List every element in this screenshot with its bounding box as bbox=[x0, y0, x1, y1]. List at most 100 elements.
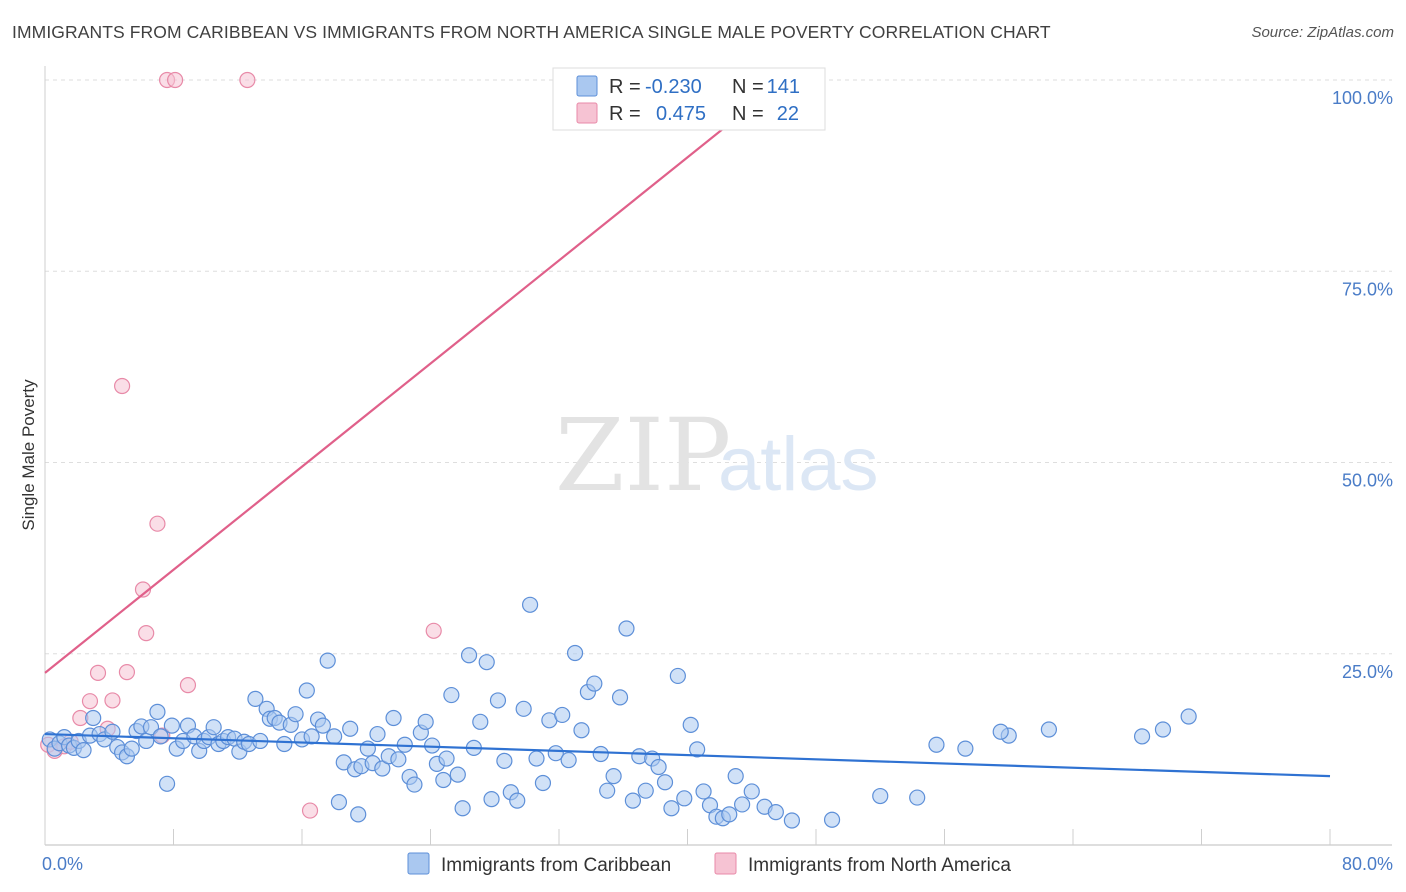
stats-r-label-caribbean: R = bbox=[609, 76, 641, 98]
point-caribbean-22 bbox=[152, 728, 169, 745]
point-caribbean-84 bbox=[478, 654, 495, 671]
point-caribbean-118 bbox=[695, 783, 712, 800]
axes bbox=[44, 66, 1392, 846]
point-caribbean-135 bbox=[1040, 721, 1058, 738]
point-north-america-8 bbox=[104, 692, 121, 709]
point-caribbean-122 bbox=[721, 806, 738, 823]
point-north-america-20 bbox=[239, 71, 256, 89]
point-caribbean-132 bbox=[928, 736, 945, 753]
points-caribbean bbox=[41, 596, 1197, 829]
x-tick-label-80: 80.0% bbox=[1342, 854, 1393, 874]
point-north-america-15 bbox=[179, 677, 197, 694]
stats-n-value-caribbean: 141 bbox=[767, 76, 800, 98]
point-caribbean-86 bbox=[489, 692, 507, 709]
stats-swatch-north-america bbox=[576, 102, 598, 124]
y-tick-label-25: 25.0% bbox=[1342, 662, 1393, 682]
point-north-america-16 bbox=[301, 802, 319, 819]
legend-swatch-caribbean bbox=[407, 852, 430, 875]
point-caribbean-9 bbox=[85, 709, 102, 727]
legend: Immigrants from Caribbean Immigrants fro… bbox=[407, 852, 1011, 876]
point-caribbean-115 bbox=[676, 790, 693, 807]
watermark: ZIP atlas bbox=[555, 397, 879, 514]
trendline-north-america bbox=[44, 79, 785, 674]
point-caribbean-131 bbox=[909, 789, 926, 806]
stats-r-label-north-america: R = bbox=[609, 103, 641, 125]
point-north-america-9 bbox=[113, 377, 131, 395]
point-caribbean-19 bbox=[138, 732, 155, 750]
y-tick-label-50: 50.0% bbox=[1342, 471, 1393, 491]
point-caribbean-107 bbox=[624, 792, 641, 809]
point-caribbean-104 bbox=[605, 768, 622, 785]
point-caribbean-60 bbox=[350, 806, 367, 823]
chart-source: Source: ZipAtlas.com bbox=[1251, 24, 1394, 41]
y-axis-title: Single Male Poverty bbox=[19, 379, 38, 531]
stats-r-value-north-america: 0.475 bbox=[656, 103, 706, 125]
point-caribbean-109 bbox=[637, 782, 654, 799]
tick-labels: 25.0% 50.0% 75.0% 100.0% 0.0% 80.0% bbox=[42, 88, 1393, 874]
point-caribbean-124 bbox=[734, 796, 751, 813]
point-caribbean-114 bbox=[669, 667, 686, 685]
point-north-america-6 bbox=[89, 664, 107, 681]
point-caribbean-111 bbox=[650, 758, 667, 776]
point-caribbean-56 bbox=[330, 794, 348, 811]
point-caribbean-137 bbox=[1154, 721, 1172, 738]
point-caribbean-89 bbox=[509, 792, 526, 809]
point-caribbean-98 bbox=[566, 644, 584, 662]
point-north-america-17 bbox=[425, 622, 442, 639]
stats-box: R = -0.230 N = 141 R = 0.475 N = 22 bbox=[552, 67, 826, 131]
stats-r-value-caribbean: -0.230 bbox=[645, 76, 702, 98]
x-tick-label-0: 0.0% bbox=[42, 854, 83, 874]
point-north-america-12 bbox=[138, 624, 155, 642]
point-caribbean-79 bbox=[449, 766, 466, 783]
point-caribbean-91 bbox=[521, 596, 539, 613]
point-caribbean-138 bbox=[1180, 708, 1197, 725]
point-caribbean-130 bbox=[872, 787, 889, 805]
point-caribbean-139 bbox=[992, 723, 1009, 740]
point-caribbean-73 bbox=[417, 713, 434, 730]
point-caribbean-116 bbox=[682, 716, 699, 733]
chart-title: IMMIGRANTS FROM CARIBBEAN VS IMMIGRANTS … bbox=[12, 22, 1051, 42]
point-caribbean-67 bbox=[385, 709, 402, 727]
point-caribbean-78 bbox=[443, 686, 460, 704]
stats-n-label-north-america: N = bbox=[732, 103, 764, 125]
point-caribbean-54 bbox=[319, 652, 336, 669]
point-caribbean-24 bbox=[163, 717, 180, 734]
point-caribbean-92 bbox=[528, 750, 545, 767]
point-caribbean-32 bbox=[205, 719, 222, 736]
watermark-zip: ZIP bbox=[555, 397, 731, 514]
point-caribbean-123 bbox=[727, 768, 744, 785]
point-caribbean-93 bbox=[534, 774, 552, 792]
point-caribbean-76 bbox=[435, 771, 452, 789]
stats-swatch-caribbean bbox=[576, 75, 598, 97]
point-caribbean-77 bbox=[438, 750, 455, 767]
point-caribbean-106 bbox=[618, 620, 635, 637]
point-caribbean-48 bbox=[287, 706, 304, 723]
point-north-america-5 bbox=[81, 693, 99, 710]
point-caribbean-105 bbox=[611, 689, 629, 706]
point-caribbean-87 bbox=[496, 752, 513, 769]
point-caribbean-90 bbox=[515, 700, 532, 717]
stats-n-label-caribbean: N = bbox=[732, 76, 764, 98]
point-caribbean-101 bbox=[586, 675, 603, 692]
point-caribbean-99 bbox=[573, 722, 590, 739]
point-caribbean-68 bbox=[390, 751, 407, 768]
point-north-america-10 bbox=[118, 664, 136, 681]
point-caribbean-21 bbox=[149, 703, 166, 720]
point-caribbean-16 bbox=[123, 740, 140, 757]
point-caribbean-40 bbox=[247, 690, 264, 707]
point-caribbean-58 bbox=[342, 720, 359, 737]
point-caribbean-113 bbox=[663, 800, 680, 817]
point-caribbean-50 bbox=[298, 682, 315, 699]
point-caribbean-23 bbox=[158, 775, 176, 792]
point-caribbean-136 bbox=[1133, 728, 1151, 745]
point-caribbean-112 bbox=[656, 774, 674, 791]
legend-label-caribbean: Immigrants from Caribbean bbox=[441, 855, 671, 876]
point-caribbean-117 bbox=[689, 741, 706, 758]
stats-box-frame bbox=[552, 67, 826, 131]
point-caribbean-125 bbox=[743, 783, 760, 800]
point-caribbean-53 bbox=[314, 717, 331, 734]
grid bbox=[45, 79, 1392, 655]
point-caribbean-102 bbox=[592, 745, 609, 763]
point-caribbean-96 bbox=[554, 706, 571, 724]
